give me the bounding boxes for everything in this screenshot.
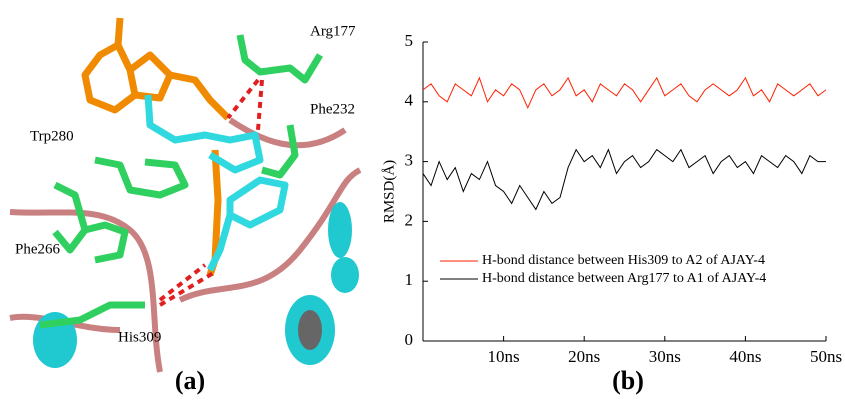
- panel-label: (b): [612, 366, 644, 395]
- residue-sticks: [39, 34, 324, 329]
- ligand-orange: [81, 17, 231, 277]
- helix: [331, 257, 359, 293]
- ribbon: [9, 209, 163, 373]
- y-axis-label: RMSD(Å): [381, 160, 397, 223]
- residue-label: Phe266: [15, 241, 61, 257]
- series-line: [422, 76, 827, 110]
- helix-core: [298, 310, 322, 350]
- legend-label: H-bond distance between His309 to A2 of …: [482, 253, 765, 268]
- x-tick-label: 40ns: [729, 347, 761, 366]
- residue-label: Arg177: [310, 23, 356, 39]
- x-tick-label: 50ns: [810, 347, 842, 366]
- residue-label: His309: [118, 329, 161, 345]
- ligand-cyan: [144, 94, 289, 272]
- x-tick-label: 20ns: [568, 347, 600, 366]
- x-tick-label: 30ns: [649, 347, 681, 366]
- ribbon: [228, 117, 347, 149]
- panel-label: (a): [175, 366, 205, 395]
- y-tick-label: 0: [405, 330, 414, 349]
- y-tick-label: 3: [405, 151, 414, 170]
- h-bonds: [158, 78, 264, 307]
- residue-label: Trp280: [30, 128, 74, 144]
- y-tick-label: 1: [405, 270, 414, 289]
- legend-label: H-bond distance between Arg177 to A1 of …: [482, 271, 766, 286]
- chart: 0 1 2 3 4 5 10ns 20ns 30ns 40ns 50ns RMSD(Å) H-bond …: [381, 31, 842, 366]
- residue-label: Phe232: [310, 101, 355, 117]
- molecule-view: Arg177 Phe232 Trp280 Phe266 His309: [0, 0, 365, 373]
- x-tick-label: 10ns: [488, 347, 520, 366]
- series-line: [422, 148, 826, 211]
- y-tick-label: 5: [405, 31, 414, 50]
- y-tick-label: 2: [405, 210, 414, 229]
- ribbon: [178, 167, 362, 303]
- y-tick-label: 4: [405, 91, 414, 110]
- helix: [328, 202, 352, 258]
